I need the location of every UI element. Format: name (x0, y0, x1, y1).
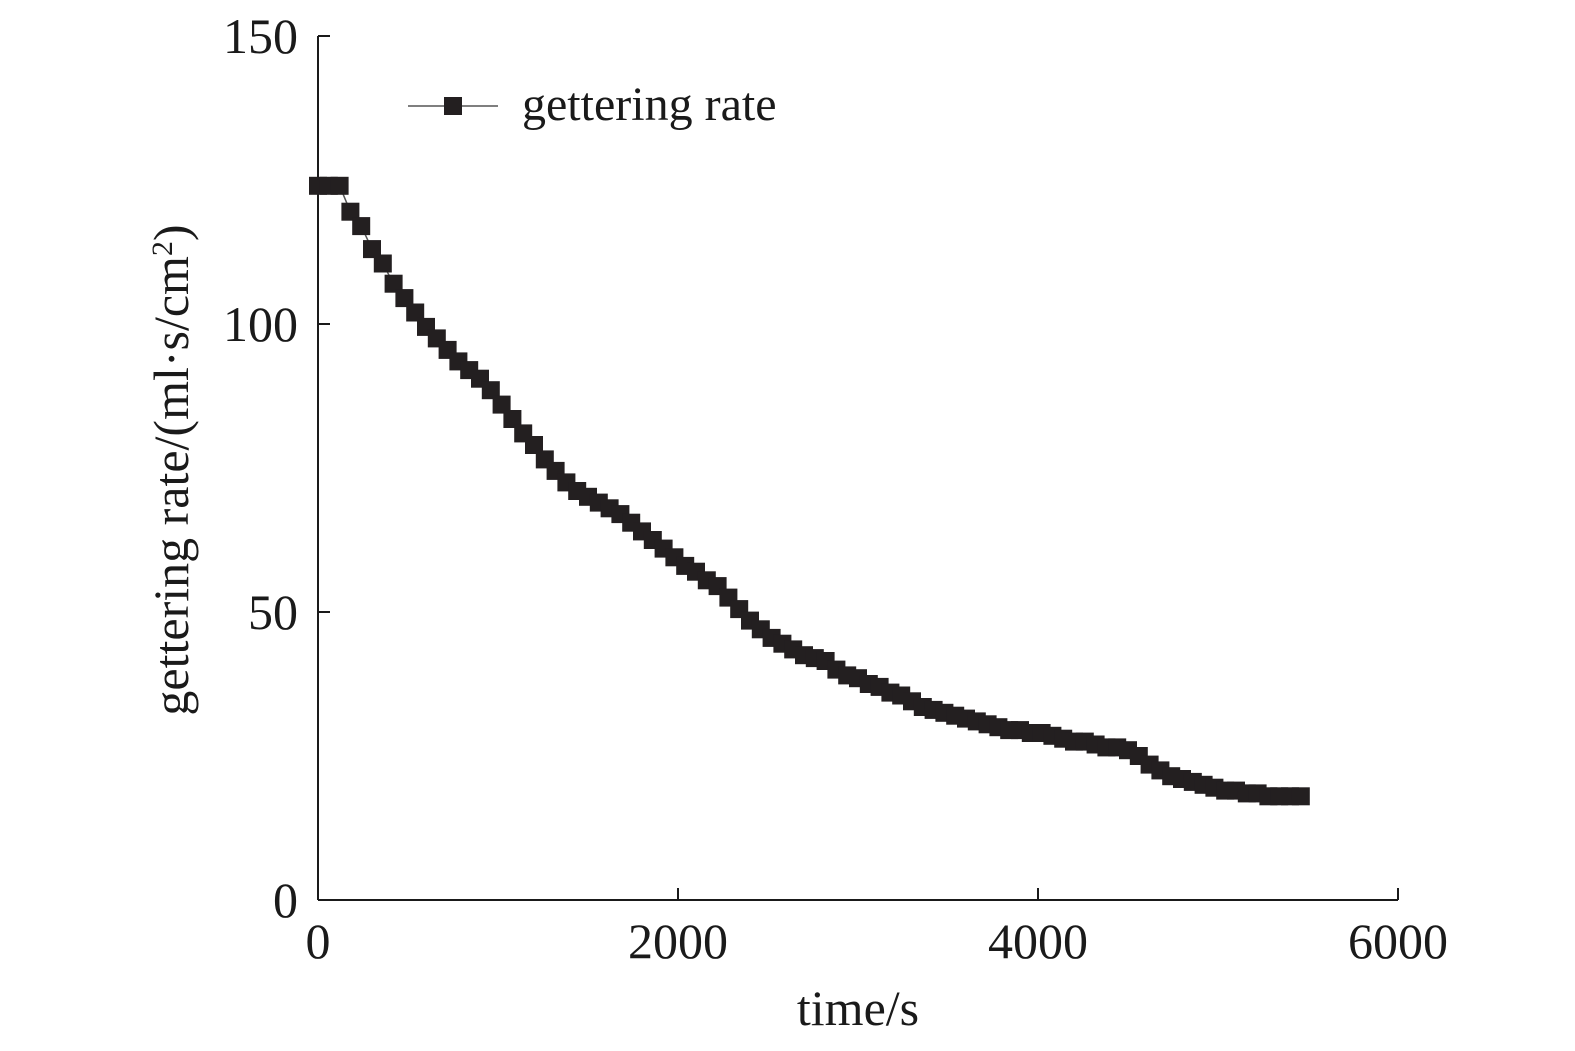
series-line-0 (318, 185, 1301, 798)
data-point (406, 303, 425, 322)
legend: gettering rate (408, 78, 777, 131)
series-gettering-rate (309, 176, 1310, 806)
data-point (384, 274, 403, 293)
data-point (341, 202, 360, 221)
data-point (1291, 787, 1310, 806)
y-tick-label-100: 100 (223, 296, 298, 352)
y-tick-label-0: 0 (273, 872, 298, 928)
y-axis-title: gettering rate/(ml·s/cm2) (143, 224, 199, 715)
axes (317, 36, 1398, 901)
legend-marker (444, 97, 462, 115)
y-axis-title-base: gettering rate/(ml·s/cm (143, 256, 199, 716)
y-axis-title-sup: 2 (146, 241, 179, 256)
data-point (373, 254, 392, 273)
y-axis-title-close: ) (143, 224, 199, 241)
x-axis-title: time/s (797, 980, 919, 1036)
y-tick-label-50: 50 (248, 584, 298, 640)
x-tick-label-6000: 6000 (1348, 913, 1448, 969)
x-ticks: 0 2000 4000 6000 (306, 888, 1448, 969)
data-point (395, 289, 414, 308)
data-point (363, 240, 381, 259)
x-tick-label-0: 0 (306, 913, 331, 969)
data-point (492, 395, 511, 414)
x-tick-label-4000: 4000 (988, 913, 1088, 969)
y-tick-label-150: 150 (223, 8, 298, 64)
x-tick-label-2000: 2000 (628, 913, 728, 969)
legend-label: gettering rate (522, 78, 777, 131)
data-point (481, 381, 500, 400)
data-point (525, 436, 543, 454)
data-point (330, 176, 349, 195)
data-point (352, 217, 371, 236)
data-point (503, 410, 522, 428)
y-ticks: 0 50 100 150 (223, 8, 330, 928)
